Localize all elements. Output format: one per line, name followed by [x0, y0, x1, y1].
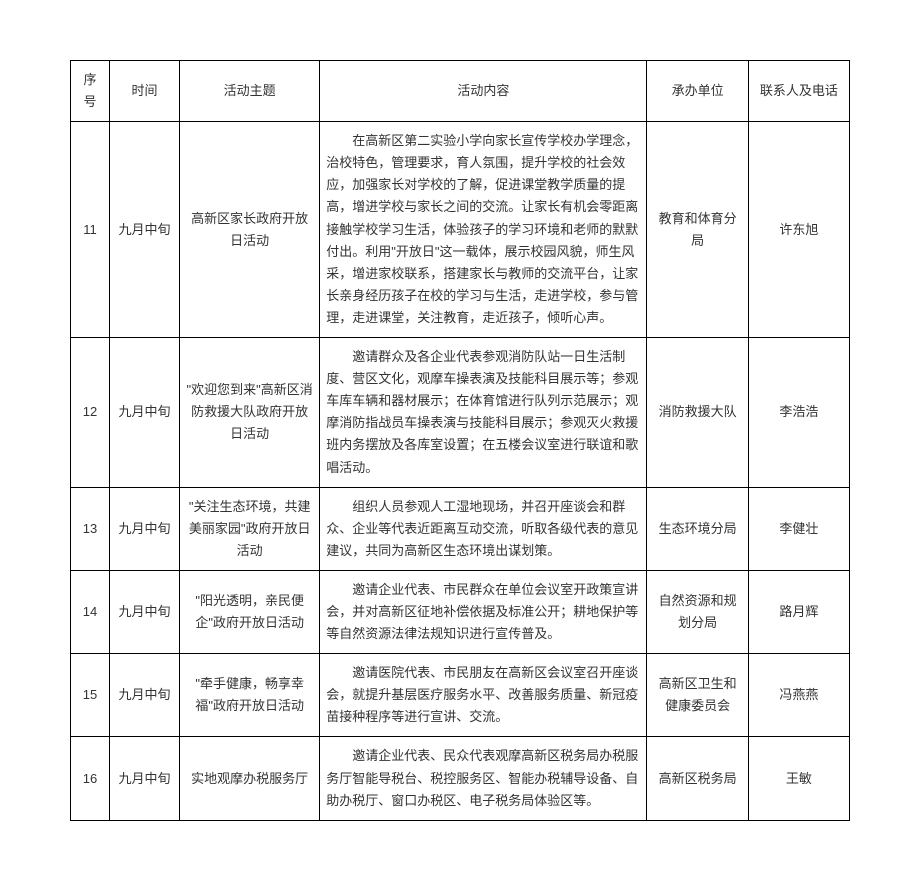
cell-seq: 12: [71, 338, 110, 488]
cell-theme: "欢迎您到来"高新区消防救援大队政府开放日活动: [180, 338, 320, 488]
cell-theme: "阳光透明，亲民便企"政府开放日活动: [180, 570, 320, 653]
col-header-time: 时间: [109, 61, 179, 122]
cell-content: 邀请企业代表、民众代表观摩高新区税务局办税服务厅智能导税台、税控服务区、智能办税…: [320, 737, 647, 820]
cell-seq: 11: [71, 122, 110, 338]
cell-time: 九月中旬: [109, 570, 179, 653]
cell-time: 九月中旬: [109, 122, 179, 338]
cell-unit: 教育和体育分局: [647, 122, 748, 338]
cell-unit: 高新区卫生和健康委员会: [647, 654, 748, 737]
cell-contact: 许东旭: [748, 122, 849, 338]
cell-unit: 生态环境分局: [647, 487, 748, 570]
cell-time: 九月中旬: [109, 737, 179, 820]
cell-time: 九月中旬: [109, 487, 179, 570]
cell-theme: "牵手健康，畅享幸福"政府开放日活动: [180, 654, 320, 737]
col-header-unit: 承办单位: [647, 61, 748, 122]
cell-content: 邀请企业代表、市民群众在单位会议室开政策宣讲会，并对高新区征地补偿依据及标准公开…: [320, 570, 647, 653]
col-header-seq: 序号: [71, 61, 110, 122]
table-row: 16九月中旬实地观摩办税服务厅邀请企业代表、民众代表观摩高新区税务局办税服务厅智…: [71, 737, 850, 820]
activity-table: 序号 时间 活动主题 活动内容 承办单位 联系人及电话 11九月中旬高新区家长政…: [70, 60, 850, 821]
cell-theme: 高新区家长政府开放日活动: [180, 122, 320, 338]
cell-contact: 冯燕燕: [748, 654, 849, 737]
table-row: 11九月中旬高新区家长政府开放日活动在高新区第二实验小学向家长宣传学校办学理念，…: [71, 122, 850, 338]
table-row: 12九月中旬"欢迎您到来"高新区消防救援大队政府开放日活动邀请群众及各企业代表参…: [71, 338, 850, 488]
table-row: 13九月中旬"关注生态环境，共建美丽家园"政府开放日活动组织人员参观人工湿地现场…: [71, 487, 850, 570]
col-header-theme: 活动主题: [180, 61, 320, 122]
cell-contact: 李健壮: [748, 487, 849, 570]
table-row: 14九月中旬"阳光透明，亲民便企"政府开放日活动邀请企业代表、市民群众在单位会议…: [71, 570, 850, 653]
cell-time: 九月中旬: [109, 654, 179, 737]
cell-seq: 13: [71, 487, 110, 570]
cell-content: 在高新区第二实验小学向家长宣传学校办学理念，治校特色，管理要求，育人氛围，提升学…: [320, 122, 647, 338]
cell-unit: 自然资源和规划分局: [647, 570, 748, 653]
cell-seq: 16: [71, 737, 110, 820]
cell-contact: 李浩浩: [748, 338, 849, 488]
col-header-contact: 联系人及电话: [748, 61, 849, 122]
table-row: 15九月中旬"牵手健康，畅享幸福"政府开放日活动邀请医院代表、市民朋友在高新区会…: [71, 654, 850, 737]
cell-seq: 15: [71, 654, 110, 737]
table-body: 11九月中旬高新区家长政府开放日活动在高新区第二实验小学向家长宣传学校办学理念，…: [71, 122, 850, 821]
cell-time: 九月中旬: [109, 338, 179, 488]
cell-contact: 路月辉: [748, 570, 849, 653]
cell-contact: 王敏: [748, 737, 849, 820]
cell-theme: 实地观摩办税服务厅: [180, 737, 320, 820]
cell-seq: 14: [71, 570, 110, 653]
col-header-content: 活动内容: [320, 61, 647, 122]
cell-theme: "关注生态环境，共建美丽家园"政府开放日活动: [180, 487, 320, 570]
cell-content: 邀请医院代表、市民朋友在高新区会议室召开座谈会，就提升基层医疗服务水平、改善服务…: [320, 654, 647, 737]
cell-unit: 高新区税务局: [647, 737, 748, 820]
cell-content: 邀请群众及各企业代表参观消防队站一日生活制度、营区文化，观摩车操表演及技能科目展…: [320, 338, 647, 488]
table-header-row: 序号 时间 活动主题 活动内容 承办单位 联系人及电话: [71, 61, 850, 122]
cell-unit: 消防救援大队: [647, 338, 748, 488]
cell-content: 组织人员参观人工湿地现场，并召开座谈会和群众、企业等代表近距离互动交流，听取各级…: [320, 487, 647, 570]
